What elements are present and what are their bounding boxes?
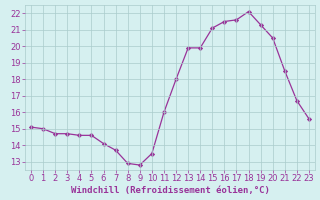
X-axis label: Windchill (Refroidissement éolien,°C): Windchill (Refroidissement éolien,°C) xyxy=(71,186,269,195)
